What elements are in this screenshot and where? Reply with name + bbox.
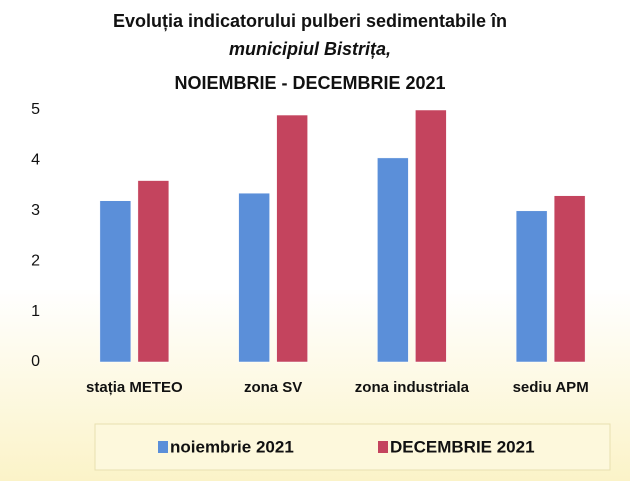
y-tick-label: 5 [31, 101, 40, 118]
x-tick-label: zona SV [244, 379, 302, 396]
legend-label: DECEMBRIE 2021 [390, 437, 535, 456]
x-tick-label: stația METEO [86, 379, 183, 396]
y-tick-label: 4 [31, 152, 40, 169]
legend-box [94, 423, 611, 471]
bar [276, 114, 308, 363]
chart-title: municipiul Bistrița, [229, 39, 391, 59]
bar [99, 200, 132, 363]
bar [238, 192, 270, 363]
x-tick-label: zona industriala [355, 379, 470, 396]
bar [377, 157, 409, 363]
y-tick-label: 1 [31, 303, 40, 320]
bar [515, 210, 548, 363]
chart-title: NOIEMBRIE - DECEMBRIE 2021 [174, 73, 445, 93]
legend-swatch [158, 441, 168, 453]
bar [553, 195, 586, 363]
y-tick-label: 2 [31, 252, 40, 269]
bar [415, 109, 447, 363]
legend-swatch [378, 441, 388, 453]
bar [137, 180, 170, 363]
y-tick-label: 0 [31, 353, 40, 370]
y-tick-label: 3 [31, 202, 40, 219]
legend-label: noiembrie 2021 [170, 437, 294, 456]
chart-title: Evoluția indicatorului pulberi sedimenta… [113, 11, 507, 31]
x-tick-label: sediu APM [513, 379, 589, 396]
